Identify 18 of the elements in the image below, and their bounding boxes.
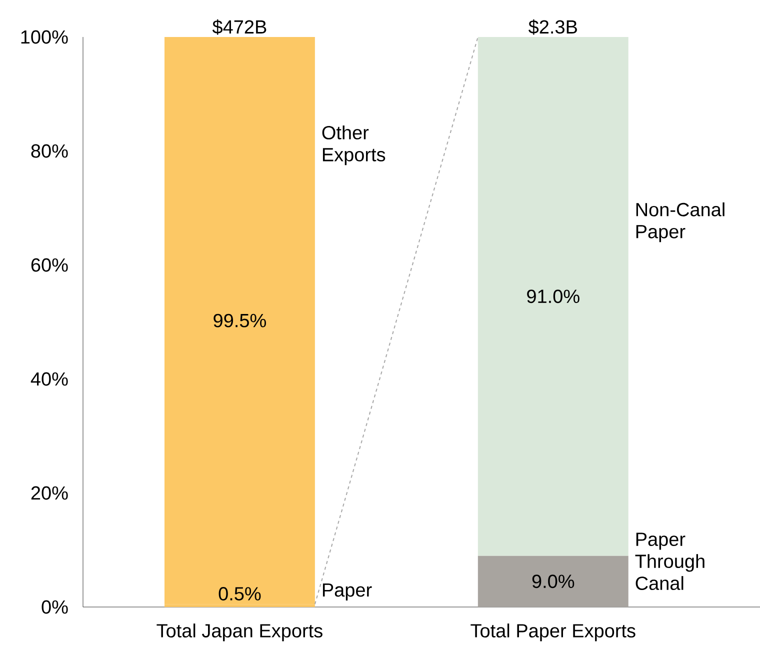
- y-tick-label: 40%: [30, 372, 68, 386]
- y-tick-label: 0%: [42, 600, 68, 614]
- y-tick-label: 20%: [31, 486, 68, 500]
- series-label: Paper: [322, 583, 372, 600]
- x-tick-label: Total Paper Exports: [470, 624, 636, 642]
- y-tick-label: 80%: [31, 144, 68, 158]
- series-label: Non-Canal Paper: [636, 202, 724, 242]
- data-label: 99.5%: [214, 314, 266, 328]
- series-label: Paper Through Canal: [635, 532, 704, 590]
- data-label: 0.5%: [218, 587, 261, 600]
- x-tick-label: Total Japan Exports: [156, 624, 322, 642]
- series-label: Other Exports: [322, 125, 386, 166]
- annotation: $472B: [212, 19, 266, 35]
- y-tick-label: 100%: [21, 30, 68, 44]
- data-label: 9.0%: [532, 574, 574, 588]
- y-tick-label: 60%: [31, 258, 68, 272]
- data-label: 91.0%: [527, 290, 580, 304]
- annotation: $2.3B: [528, 19, 577, 35]
